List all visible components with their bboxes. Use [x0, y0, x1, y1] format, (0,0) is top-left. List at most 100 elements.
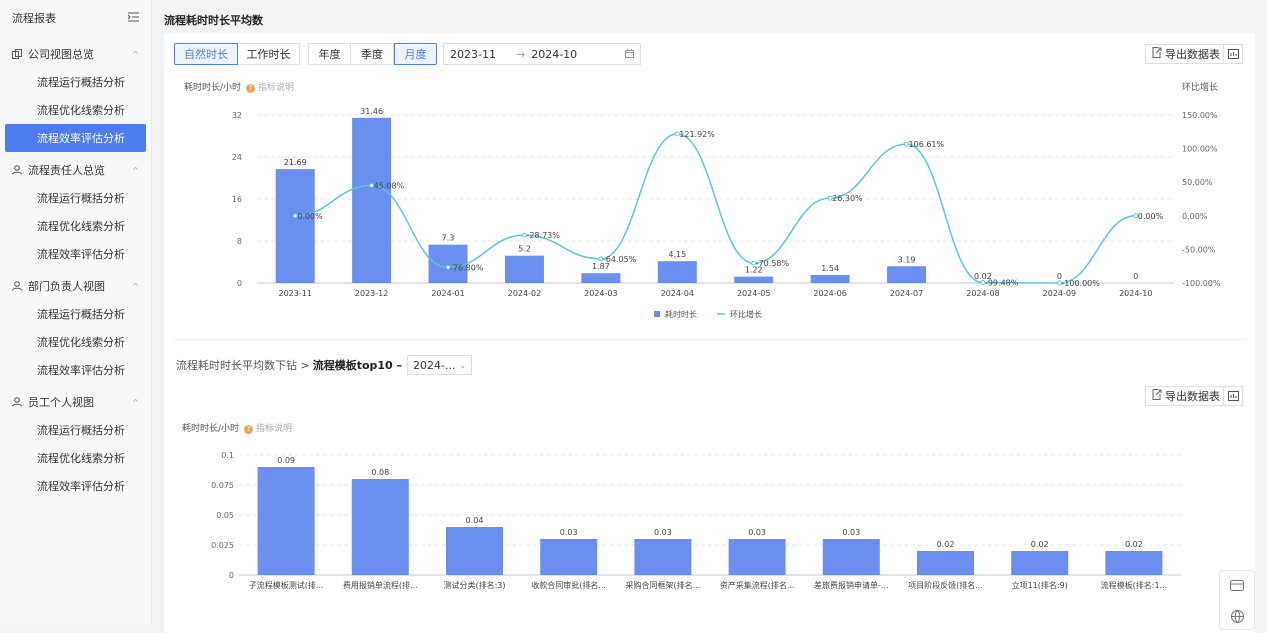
chart-table-toggle-icon[interactable] — [1223, 44, 1243, 64]
chart1-left-axis-label: 耗时时长/小时?指标说明 — [184, 80, 294, 93]
export-icon — [1152, 389, 1162, 403]
growth-value-label: -76.80% — [450, 263, 484, 272]
bar-value-label: 3.19 — [898, 255, 916, 264]
sidebar-item[interactable]: 流程优化线索分析 — [0, 444, 151, 472]
sidebar-item[interactable]: 流程运行概括分析 — [0, 184, 151, 212]
collapse-menu-icon[interactable] — [128, 12, 139, 25]
sidebar-item[interactable]: 流程效率评估分析 — [5, 124, 146, 152]
export-label: 导出数据表 — [1165, 388, 1220, 404]
date-end[interactable]: 2024-10 — [531, 48, 591, 61]
sidebar: 流程报表 公司视图总览^流程运行概括分析流程优化线索分析流程效率评估分析流程责任… — [0, 0, 152, 624]
legend-bar-swatch — [654, 311, 660, 317]
bar — [634, 539, 691, 575]
export-button-2[interactable]: 导出数据表 — [1145, 386, 1227, 406]
bar — [258, 467, 315, 575]
x-tick-label: 2024-10 — [1119, 289, 1152, 298]
growth-value-label: 0.00% — [1138, 212, 1164, 221]
sidebar-item[interactable]: 流程优化线索分析 — [0, 212, 151, 240]
person-icon — [12, 397, 22, 407]
breadcrumb-current: 流程模板top10 – — [313, 357, 402, 373]
bar — [811, 275, 850, 283]
sidebar-group[interactable]: 公司视图总览^ — [0, 40, 151, 68]
tab-natural-duration[interactable]: 自然时长 — [174, 43, 238, 65]
x-tick-label: 费用报销单流程(排... — [343, 580, 418, 590]
bar — [276, 169, 315, 283]
date-start[interactable]: 2023-11 — [450, 48, 510, 61]
help-icon[interactable]: ? — [246, 84, 255, 93]
breadcrumb-prefix[interactable]: 流程耗时时长平均数下钻 > — [176, 357, 310, 373]
y2-tick-label: 100.00% — [1182, 145, 1218, 154]
floating-tools — [1219, 570, 1255, 630]
sidebar-item[interactable]: 流程优化线索分析 — [0, 328, 151, 356]
legend-line-label: 环比增长 — [730, 309, 762, 319]
bar — [658, 261, 697, 283]
bar — [1011, 551, 1068, 575]
globe-icon[interactable] — [1220, 601, 1254, 631]
x-tick-label: 子流程模板测试(排... — [249, 580, 324, 590]
y-tick-label: 0.1 — [221, 451, 234, 460]
breadcrumb: 流程耗时时长平均数下钻 > 流程模板top10 – 2024-... ⌄ — [176, 355, 472, 375]
bar-value-label: 0.02 — [1031, 540, 1049, 549]
sidebar-item[interactable]: 流程效率评估分析 — [0, 356, 151, 384]
month-select-value: 2024-... — [413, 359, 455, 372]
x-tick-label: 2024-06 — [813, 289, 846, 298]
x-tick-label: 2024-02 — [508, 289, 541, 298]
tab-month[interactable]: 月度 — [394, 43, 437, 65]
ticket-icon[interactable] — [1220, 571, 1254, 601]
x-tick-label: 测试分类(排名:3) — [443, 580, 505, 590]
chart2-help-text[interactable]: 指标说明 — [256, 424, 292, 434]
y2-tick-label: 0.00% — [1182, 212, 1208, 221]
sidebar-group[interactable]: 部门负责人视图 ^ — [0, 272, 151, 300]
y2-tick-label: 150.00% — [1182, 111, 1218, 120]
sidebar-item[interactable]: 流程优化线索分析 — [0, 96, 151, 124]
x-tick-label: 采购合同框架(排名... — [626, 580, 701, 590]
y-tick-label: 0.05 — [216, 511, 234, 520]
y-tick-label: 16 — [232, 195, 242, 204]
sidebar-item[interactable]: 流程效率评估分析 — [0, 472, 151, 500]
bar — [729, 539, 786, 575]
x-tick-label: 流程模板(排名:1... — [1101, 580, 1168, 590]
calendar-icon — [625, 48, 634, 61]
bar — [505, 256, 544, 283]
month-select[interactable]: 2024-... ⌄ — [407, 355, 472, 375]
y-tick-label: 0.025 — [211, 541, 234, 550]
x-tick-label: 立项11(排名:9) — [1012, 580, 1068, 590]
x-tick-label: 2024-03 — [584, 289, 617, 298]
x-tick-label: 收款合同审批(排名... — [531, 580, 606, 590]
x-tick-label: 2024-09 — [1043, 289, 1076, 298]
growth-value-label: 45.08% — [374, 182, 405, 191]
bar — [581, 273, 620, 283]
tab-year[interactable]: 年度 — [308, 43, 351, 65]
sidebar-group-label: 部门负责人视图 — [28, 278, 105, 294]
bar-value-label: 0.02 — [1125, 540, 1143, 549]
chevron-up-icon: ^ — [132, 50, 139, 59]
sidebar-item[interactable]: 流程运行概括分析 — [0, 68, 151, 96]
bar-value-label: 0.03 — [842, 528, 860, 537]
sidebar-item[interactable]: 流程效率评估分析 — [0, 240, 151, 268]
bar — [1105, 551, 1162, 575]
sidebar-group[interactable]: 员工个人视图^ — [0, 388, 151, 416]
chart1-help-text[interactable]: 指标说明 — [258, 83, 294, 93]
export-button[interactable]: 导出数据表 — [1145, 44, 1227, 64]
bar — [917, 551, 974, 575]
chart-table-toggle-icon[interactable] — [1223, 386, 1243, 406]
date-range-picker[interactable]: 2023-11 → 2024-10 — [443, 43, 641, 65]
chevron-up-icon: ^ — [132, 166, 139, 175]
growth-line — [295, 134, 1136, 283]
help-icon[interactable]: ? — [244, 425, 253, 434]
tab-work-duration[interactable]: 工作时长 — [238, 43, 300, 65]
growth-value-label: -64.05% — [603, 255, 637, 264]
bar-value-label: 1.54 — [821, 264, 839, 273]
bar — [352, 118, 391, 283]
person-icon — [12, 165, 22, 175]
sidebar-group[interactable]: 流程责任人总览^ — [0, 156, 151, 184]
bar-value-label: 7.3 — [442, 234, 455, 243]
sidebar-item[interactable]: 流程运行概括分析 — [0, 416, 151, 444]
x-tick-label: 2023-12 — [355, 289, 388, 298]
chevron-up-icon: ^ — [132, 282, 139, 291]
bar-value-label: 0.08 — [371, 468, 389, 477]
legend-bar-label: 耗时时长 — [665, 309, 697, 319]
bar-value-label: 0 — [1133, 272, 1138, 281]
sidebar-item[interactable]: 流程运行概括分析 — [0, 300, 151, 328]
tab-quarter[interactable]: 季度 — [351, 43, 394, 65]
